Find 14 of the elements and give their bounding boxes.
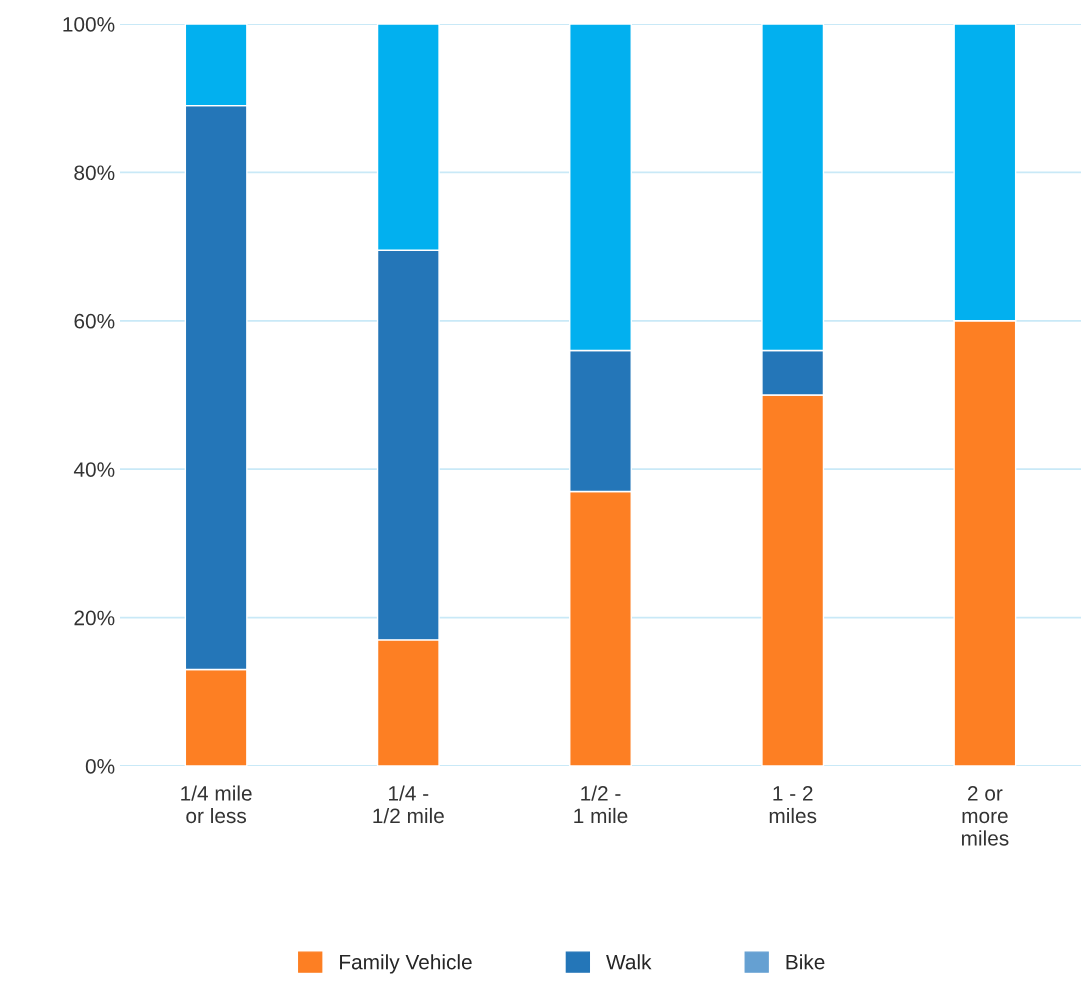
- y-tick-label: 80%: [74, 165, 115, 181]
- y-tick-label: 20%: [74, 610, 115, 626]
- legend-label: Family Vehicle: [340, 954, 472, 974]
- legend-label: Bike: [786, 954, 825, 970]
- x-tick-label: 1 - 2 miles: [769, 785, 817, 824]
- x-tick-label: 1/4 - 1/2 mile: [373, 785, 444, 824]
- x-tick-label: 2 or more miles: [961, 785, 1009, 846]
- y-tick-label: 100%: [63, 17, 115, 32]
- y-tick-label: 40%: [73, 462, 115, 477]
- legend-label: Walk: [606, 954, 652, 970]
- y-tick-label: 0%: [85, 759, 115, 774]
- y-tick-label: 60%: [74, 313, 115, 329]
- x-tick-label: 1/4 mile or less: [181, 785, 252, 824]
- x-tick-label: 1/2 - 1 mile: [574, 785, 628, 824]
